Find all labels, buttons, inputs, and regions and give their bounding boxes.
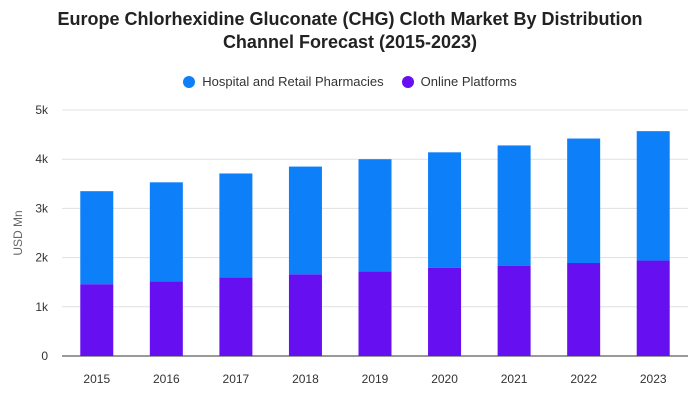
bar-hospital-2016[interactable]: [149, 182, 183, 282]
x-tick-label: 2022: [570, 372, 597, 386]
chart-title: Europe Chlorhexidine Gluconate (CHG) Clo…: [0, 8, 700, 54]
legend-swatch-hospital: [183, 75, 196, 88]
x-tick-label: 2021: [501, 372, 528, 386]
bar-hospital-2022[interactable]: [567, 138, 601, 264]
x-tick-label: 2020: [431, 372, 458, 386]
bar-hospital-2019[interactable]: [358, 159, 392, 272]
bar-online-2023[interactable]: [636, 260, 670, 356]
y-tick-label: 1k: [35, 300, 49, 314]
x-tick-label: 2018: [292, 372, 319, 386]
legend-item-hospital[interactable]: Hospital and Retail Pharmacies: [183, 74, 384, 89]
bars: [80, 131, 670, 356]
chart-title-line-1: Europe Chlorhexidine Gluconate (CHG) Clo…: [57, 9, 643, 29]
bar-online-2017[interactable]: [219, 277, 253, 356]
legend: Hospital and Retail Pharmacies Online Pl…: [0, 74, 700, 89]
bar-hospital-2020[interactable]: [428, 152, 462, 268]
chart-title-line-2: Channel Forecast (2015-2023): [222, 32, 478, 52]
x-tick-label: 2015: [83, 372, 110, 386]
bar-online-2015[interactable]: [80, 284, 114, 356]
legend-label-hospital: Hospital and Retail Pharmacies: [202, 74, 384, 89]
y-tick-label: 4k: [35, 152, 49, 166]
legend-label-online: Online Platforms: [420, 74, 517, 89]
x-tick-label: 2019: [362, 372, 389, 386]
y-axis-label: USD Mn: [11, 210, 25, 255]
bar-online-2022[interactable]: [567, 263, 601, 356]
x-tick-label: 2016: [153, 372, 180, 386]
y-tick-label: 3k: [35, 201, 49, 215]
bar-online-2018[interactable]: [288, 274, 322, 356]
legend-swatch-online: [401, 75, 414, 88]
y-tick-label: 2k: [35, 251, 49, 265]
bar-hospital-2015[interactable]: [80, 191, 114, 285]
bar-online-2021[interactable]: [497, 265, 531, 356]
bar-online-2019[interactable]: [358, 271, 392, 356]
bar-hospital-2018[interactable]: [288, 166, 322, 275]
x-tick-label: 2017: [223, 372, 250, 386]
bar-hospital-2023[interactable]: [636, 131, 670, 261]
x-tick-label: 2023: [640, 372, 667, 386]
bar-hospital-2021[interactable]: [497, 145, 531, 266]
legend-item-online[interactable]: Online Platforms: [401, 74, 517, 89]
bar-online-2016[interactable]: [149, 281, 183, 356]
bar-hospital-2017[interactable]: [219, 173, 253, 278]
y-tick-label: 0: [41, 349, 48, 363]
axes: 0 1k 2k 3k 4k 5k 2015 2016 2017 2018 2019 2020 2021 2…: [35, 103, 667, 386]
y-tick-label: 5k: [35, 103, 49, 117]
bar-online-2020[interactable]: [428, 267, 462, 356]
